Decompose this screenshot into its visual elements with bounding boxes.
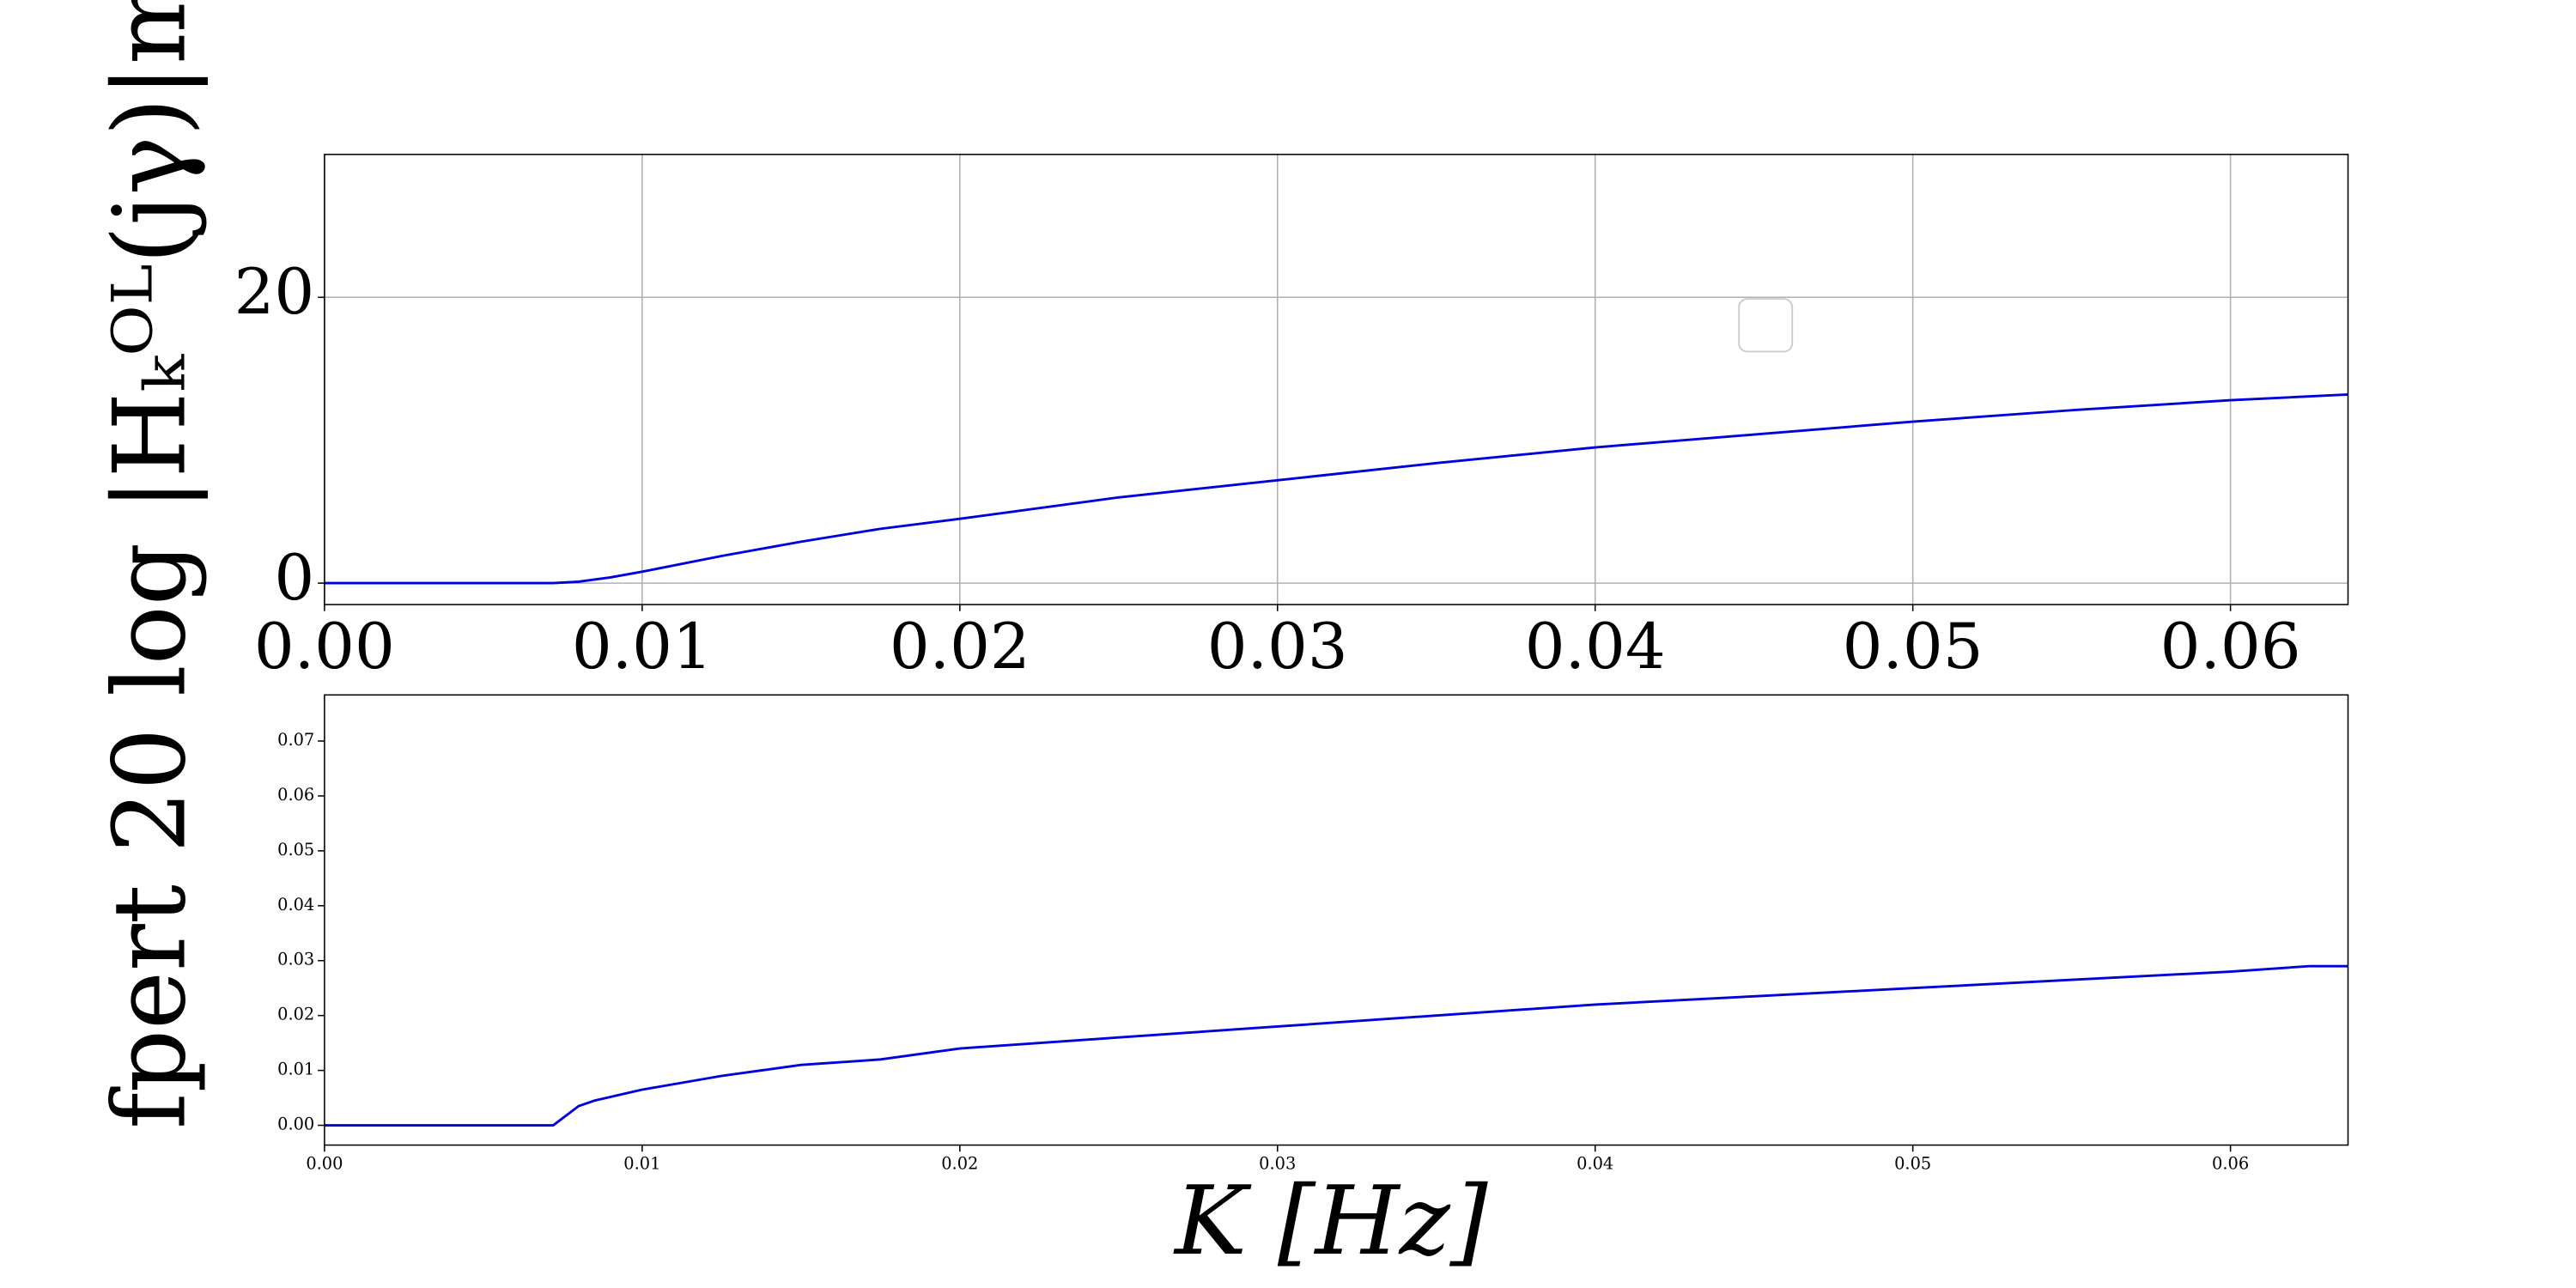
y-tick-label: 0.07 — [277, 730, 314, 750]
x-tick-label: 0.05 — [1894, 1154, 1931, 1174]
x-tick-label: 0.03 — [1207, 611, 1348, 683]
x-tick-label: 0.02 — [941, 1154, 978, 1174]
y-tick-label: 0 — [274, 542, 314, 614]
data-line — [324, 964, 2348, 1127]
x-tick-label: 0.02 — [890, 611, 1030, 683]
legend-box — [1738, 298, 1794, 353]
y-tick-label: 0.00 — [277, 1115, 314, 1134]
x-tick-label: 0.04 — [1577, 1154, 1613, 1174]
x-tick-label: 0.01 — [623, 1154, 660, 1174]
x-tick-label: 0.00 — [306, 1154, 343, 1174]
plot-frame — [324, 154, 2349, 605]
x-tick-label: 0.05 — [1843, 611, 1984, 683]
y-tick-label: 20 — [234, 257, 315, 329]
y-tick-label: 0.02 — [277, 1005, 314, 1024]
x-tick-label: 0.00 — [254, 611, 395, 683]
x-tick-label: 0.06 — [2212, 1154, 2249, 1174]
x-tick-label: 0.04 — [1525, 611, 1666, 683]
y-tick-label: 0.04 — [277, 895, 314, 914]
y-axis-label: fpert 20 log |Hₖᴼᴸ(jγ)|max — [93, 0, 209, 1129]
y-tick-label: 0.05 — [277, 840, 314, 860]
x-tick-label: 0.03 — [1259, 1154, 1296, 1174]
y-tick-label: 0.01 — [277, 1060, 314, 1079]
x-axis-label: K [Hz] — [1173, 1166, 1488, 1277]
y-tick-label: 0.03 — [277, 950, 314, 969]
x-tick-label: 0.01 — [572, 611, 713, 683]
x-tick-label: 0.06 — [2160, 611, 2301, 683]
data-line — [324, 393, 2348, 585]
y-tick-label: 0.06 — [277, 785, 314, 805]
plot-frame — [324, 694, 2349, 1146]
